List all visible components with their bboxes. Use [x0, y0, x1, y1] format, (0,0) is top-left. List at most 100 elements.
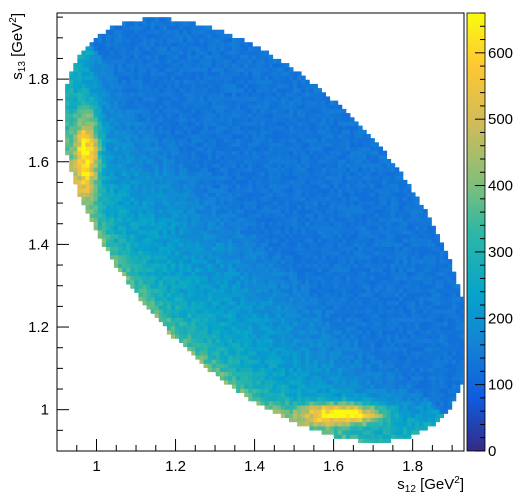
heatmap-cell	[113, 225, 119, 231]
heatmap-cell	[223, 159, 229, 164]
heatmap-cell	[280, 330, 286, 335]
heatmap-cell	[118, 63, 123, 68]
heatmap-cell	[146, 159, 152, 164]
heatmap-cell	[341, 196, 347, 202]
heatmap-cell	[138, 104, 143, 110]
heatmap-cell	[309, 108, 314, 114]
heatmap-cell	[260, 113, 265, 118]
heatmap-cell	[69, 71, 74, 76]
heatmap-cell	[337, 267, 343, 273]
heatmap-cell	[146, 21, 152, 26]
heatmap-cell	[154, 221, 160, 227]
heatmap-cell	[297, 121, 302, 127]
heatmap-cell	[219, 146, 225, 152]
heatmap-cell	[252, 309, 257, 314]
heatmap-cell	[272, 108, 278, 114]
heatmap-cell	[272, 175, 278, 181]
heatmap-cell	[77, 159, 82, 164]
heatmap-cell	[162, 192, 168, 197]
heatmap-cell	[329, 330, 335, 335]
heatmap-cell	[329, 167, 335, 172]
heatmap-cell	[256, 271, 261, 277]
heatmap-cell	[166, 100, 172, 106]
heatmap-cell	[215, 42, 221, 47]
heatmap-cell	[337, 296, 343, 302]
heatmap-cell	[337, 146, 343, 152]
heatmap-cell	[166, 96, 172, 101]
heatmap-cell	[203, 250, 208, 256]
heatmap-cell	[280, 113, 286, 118]
heatmap-cell	[341, 409, 347, 414]
heatmap-cell	[288, 330, 294, 335]
heatmap-cell	[240, 309, 245, 314]
heatmap-cell	[199, 75, 204, 81]
heatmap-cell	[268, 313, 274, 318]
heatmap-cell	[309, 413, 314, 419]
heatmap-cell	[313, 363, 318, 368]
heatmap-cell	[313, 279, 318, 285]
heatmap-cell	[207, 42, 213, 47]
heatmap-cell	[305, 184, 310, 189]
heatmap-cell	[179, 296, 184, 302]
heatmap-cell	[179, 42, 184, 47]
heatmap-cell	[77, 175, 82, 181]
heatmap-cell	[134, 104, 139, 110]
heatmap-cell	[142, 184, 147, 189]
heatmap-cell	[227, 104, 233, 110]
heatmap-cell	[232, 296, 237, 302]
heatmap-cell	[240, 388, 245, 393]
heatmap-cell	[199, 317, 204, 323]
heatmap-cell	[211, 75, 217, 81]
heatmap-cell	[187, 309, 192, 314]
heatmap-cell	[256, 96, 261, 101]
heatmap-cell	[256, 384, 261, 389]
heatmap-cell	[134, 163, 139, 168]
heatmap-cell	[195, 71, 200, 76]
heatmap-cell	[89, 83, 95, 89]
heatmap-cell	[109, 167, 115, 172]
heatmap-cell	[179, 104, 184, 110]
heatmap-cell	[244, 138, 249, 143]
heatmap-cell	[142, 125, 147, 131]
heatmap-cell	[260, 288, 265, 293]
heatmap-cell	[293, 267, 298, 273]
heatmap-cell	[293, 163, 298, 168]
heatmap-cell	[122, 167, 127, 172]
heatmap-cell	[199, 117, 204, 122]
heatmap-cell	[150, 25, 156, 31]
heatmap-cell	[276, 355, 282, 360]
heatmap-cell	[101, 104, 107, 110]
heatmap-cell	[211, 342, 217, 348]
heatmap-cell	[215, 221, 221, 227]
heatmap-cell	[240, 142, 245, 147]
heatmap-cell	[187, 46, 192, 51]
heatmap-cell	[223, 146, 229, 152]
heatmap-cell	[138, 259, 143, 264]
heatmap-cell	[187, 292, 192, 298]
heatmap-cell	[236, 359, 241, 364]
heatmap-cell	[227, 296, 233, 302]
heatmap-cell	[284, 225, 290, 231]
heatmap-cell	[301, 83, 306, 89]
heatmap-cell	[252, 217, 257, 222]
heatmap-cell	[260, 204, 265, 210]
heatmap-cell	[227, 229, 233, 235]
heatmap-cell	[219, 229, 225, 235]
heatmap-cell	[219, 42, 225, 47]
heatmap-cell	[175, 113, 180, 118]
heatmap-cell	[170, 88, 176, 93]
heatmap-cell	[142, 50, 147, 56]
heatmap-cell	[183, 271, 188, 277]
heatmap-cell	[199, 175, 204, 181]
heatmap-cell	[105, 238, 111, 243]
heatmap-cell	[191, 138, 196, 143]
heatmap-cell	[288, 334, 294, 339]
heatmap-cell	[175, 50, 180, 56]
heatmap-cell	[337, 104, 343, 110]
heatmap-cell	[240, 146, 245, 152]
heatmap-cell	[337, 325, 343, 331]
heatmap-cell	[305, 321, 310, 327]
heatmap-cell	[219, 104, 225, 110]
heatmap-cell	[179, 184, 184, 189]
heatmap-cell	[341, 133, 347, 139]
